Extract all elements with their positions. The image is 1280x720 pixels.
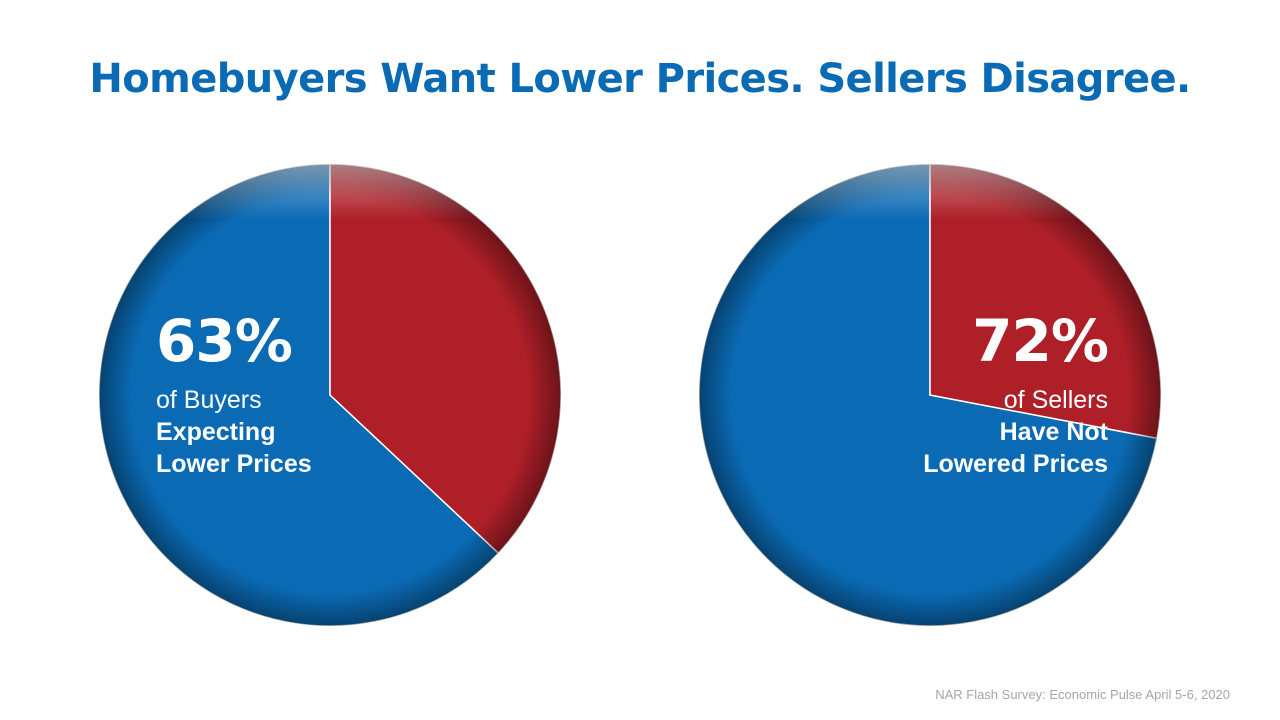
sellers-pie-chart (698, 163, 1162, 627)
pie-top-highlight (699, 164, 1161, 626)
buyers-label-line-3: Lower Prices (156, 450, 312, 478)
buyers-percent: 63% (156, 307, 293, 375)
slide-title: Homebuyers Want Lower Prices. Sellers Di… (89, 56, 1191, 102)
buyers-pie-label: 63% of Buyers Expecting Lower Prices (156, 312, 312, 480)
sellers-pie-label: 72% of Sellers Have Not Lowered Prices (923, 307, 1109, 480)
sellers-label-line-1: of Sellers (1003, 386, 1108, 414)
buyers-label-line-2: Expecting (156, 418, 276, 446)
source-note: NAR Flash Survey: Economic Pulse April 5… (935, 687, 1230, 702)
buyers-label-line-1: of Buyers (156, 386, 262, 414)
pie-top-highlight (99, 164, 561, 626)
buyers-pie-chart (98, 163, 562, 627)
sellers-label-line-3: Lowered Prices (923, 450, 1108, 478)
sellers-percent: 72% (972, 307, 1109, 375)
sellers-label-line-2: Have Not (999, 418, 1108, 446)
